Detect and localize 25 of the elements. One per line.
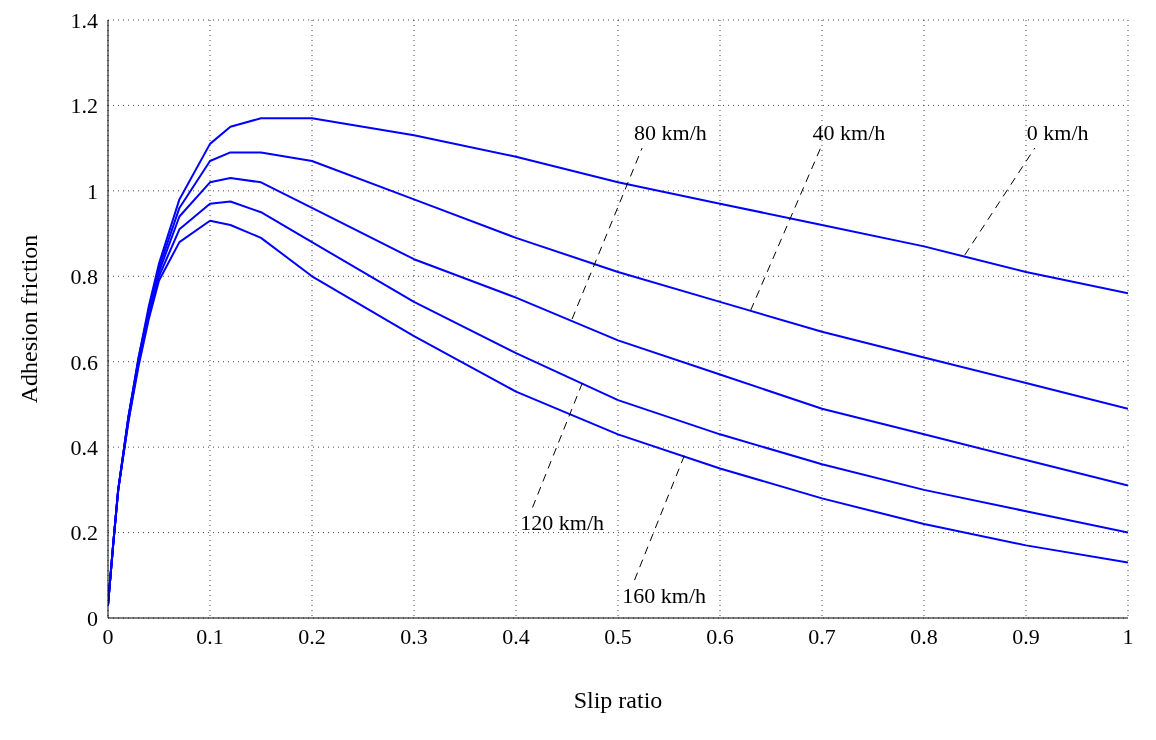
x-tick-label: 0.8: [910, 623, 938, 649]
y-tick-label: 1.4: [70, 7, 98, 33]
annotation: 80 km/h: [634, 120, 707, 145]
x-tick-label: 0.4: [502, 623, 530, 649]
y-tick-label: 1: [87, 178, 98, 204]
y-tick-label: 1.2: [70, 93, 98, 119]
x-tick-label: 0.3: [400, 623, 428, 649]
y-tick-label: 0: [87, 605, 98, 631]
annotation: 0 km/h: [1026, 120, 1089, 145]
x-tick-label: 0.7: [808, 623, 836, 649]
x-tick-label: 0.2: [298, 623, 326, 649]
x-axis-title: Slip ratio: [573, 687, 663, 713]
y-tick-label: 0.2: [70, 520, 98, 546]
annotation: 160 km/h: [622, 582, 707, 608]
x-tick-label: 1: [1122, 623, 1134, 649]
y-tick-label: 0.6: [70, 349, 98, 375]
x-tick-label: 0.9: [1012, 623, 1040, 649]
y-axis-title: Adhesion friction: [15, 234, 42, 404]
y-tick-label: 0.8: [70, 264, 98, 290]
annotation: 120 km/h: [520, 510, 605, 536]
x-tick-label: 0.1: [196, 623, 224, 649]
x-tick-label: 0.6: [706, 623, 734, 649]
x-tick-label: 0.5: [604, 623, 632, 649]
annotation: 40 km/h: [812, 120, 886, 145]
y-tick-label: 0.4: [70, 434, 98, 460]
